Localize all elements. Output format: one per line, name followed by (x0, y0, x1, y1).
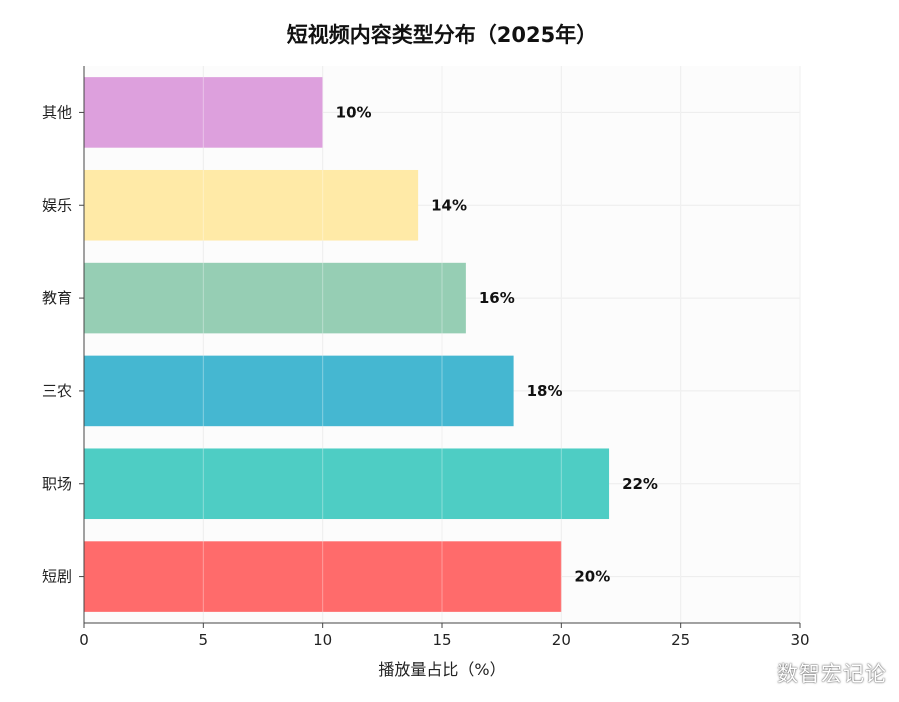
y-tick-label: 其他 (42, 103, 72, 121)
bar-4 (84, 262, 466, 334)
y-tick-label: 三农 (42, 382, 72, 400)
bar-3 (84, 355, 514, 427)
y-ticks: 短剧 职场 三农 教育 娱乐 其他 (42, 103, 84, 586)
bars (84, 66, 801, 623)
y-tick-label: 短剧 (42, 568, 72, 586)
bar-value-label: 14% (431, 196, 467, 214)
bar-value-label: 22% (622, 475, 658, 493)
x-tick-label: 30 (790, 631, 809, 649)
bar-value-label: 20% (574, 568, 610, 586)
y-tick-label: 教育 (42, 289, 72, 307)
x-tick-label: 20 (552, 631, 571, 649)
x-ticks: 0 5 10 15 20 25 30 (79, 623, 810, 649)
x-tick-label: 25 (671, 631, 690, 649)
bar-1 (84, 541, 562, 612)
bar-value-label: 18% (527, 382, 563, 400)
bar-2 (84, 448, 610, 520)
x-tick-label: 0 (79, 631, 89, 649)
x-tick-label: 10 (313, 631, 332, 649)
data-labels: 20% 22% 18% 16% 14% 10% (336, 103, 658, 585)
x-axis-label: 播放量占比（%） (378, 660, 505, 679)
bar-value-label: 16% (479, 289, 515, 307)
x-tick-label: 15 (432, 631, 451, 649)
bar-value-label: 10% (336, 103, 372, 121)
x-tick-label: 5 (199, 631, 209, 649)
y-tick-label: 职场 (42, 475, 72, 493)
bar-6 (84, 77, 323, 148)
watermark: 数智宏记论 (777, 662, 887, 686)
y-tick-label: 娱乐 (42, 196, 72, 214)
chart-title: 短视频内容类型分布（2025年） (287, 23, 597, 47)
bar-5 (84, 169, 419, 241)
